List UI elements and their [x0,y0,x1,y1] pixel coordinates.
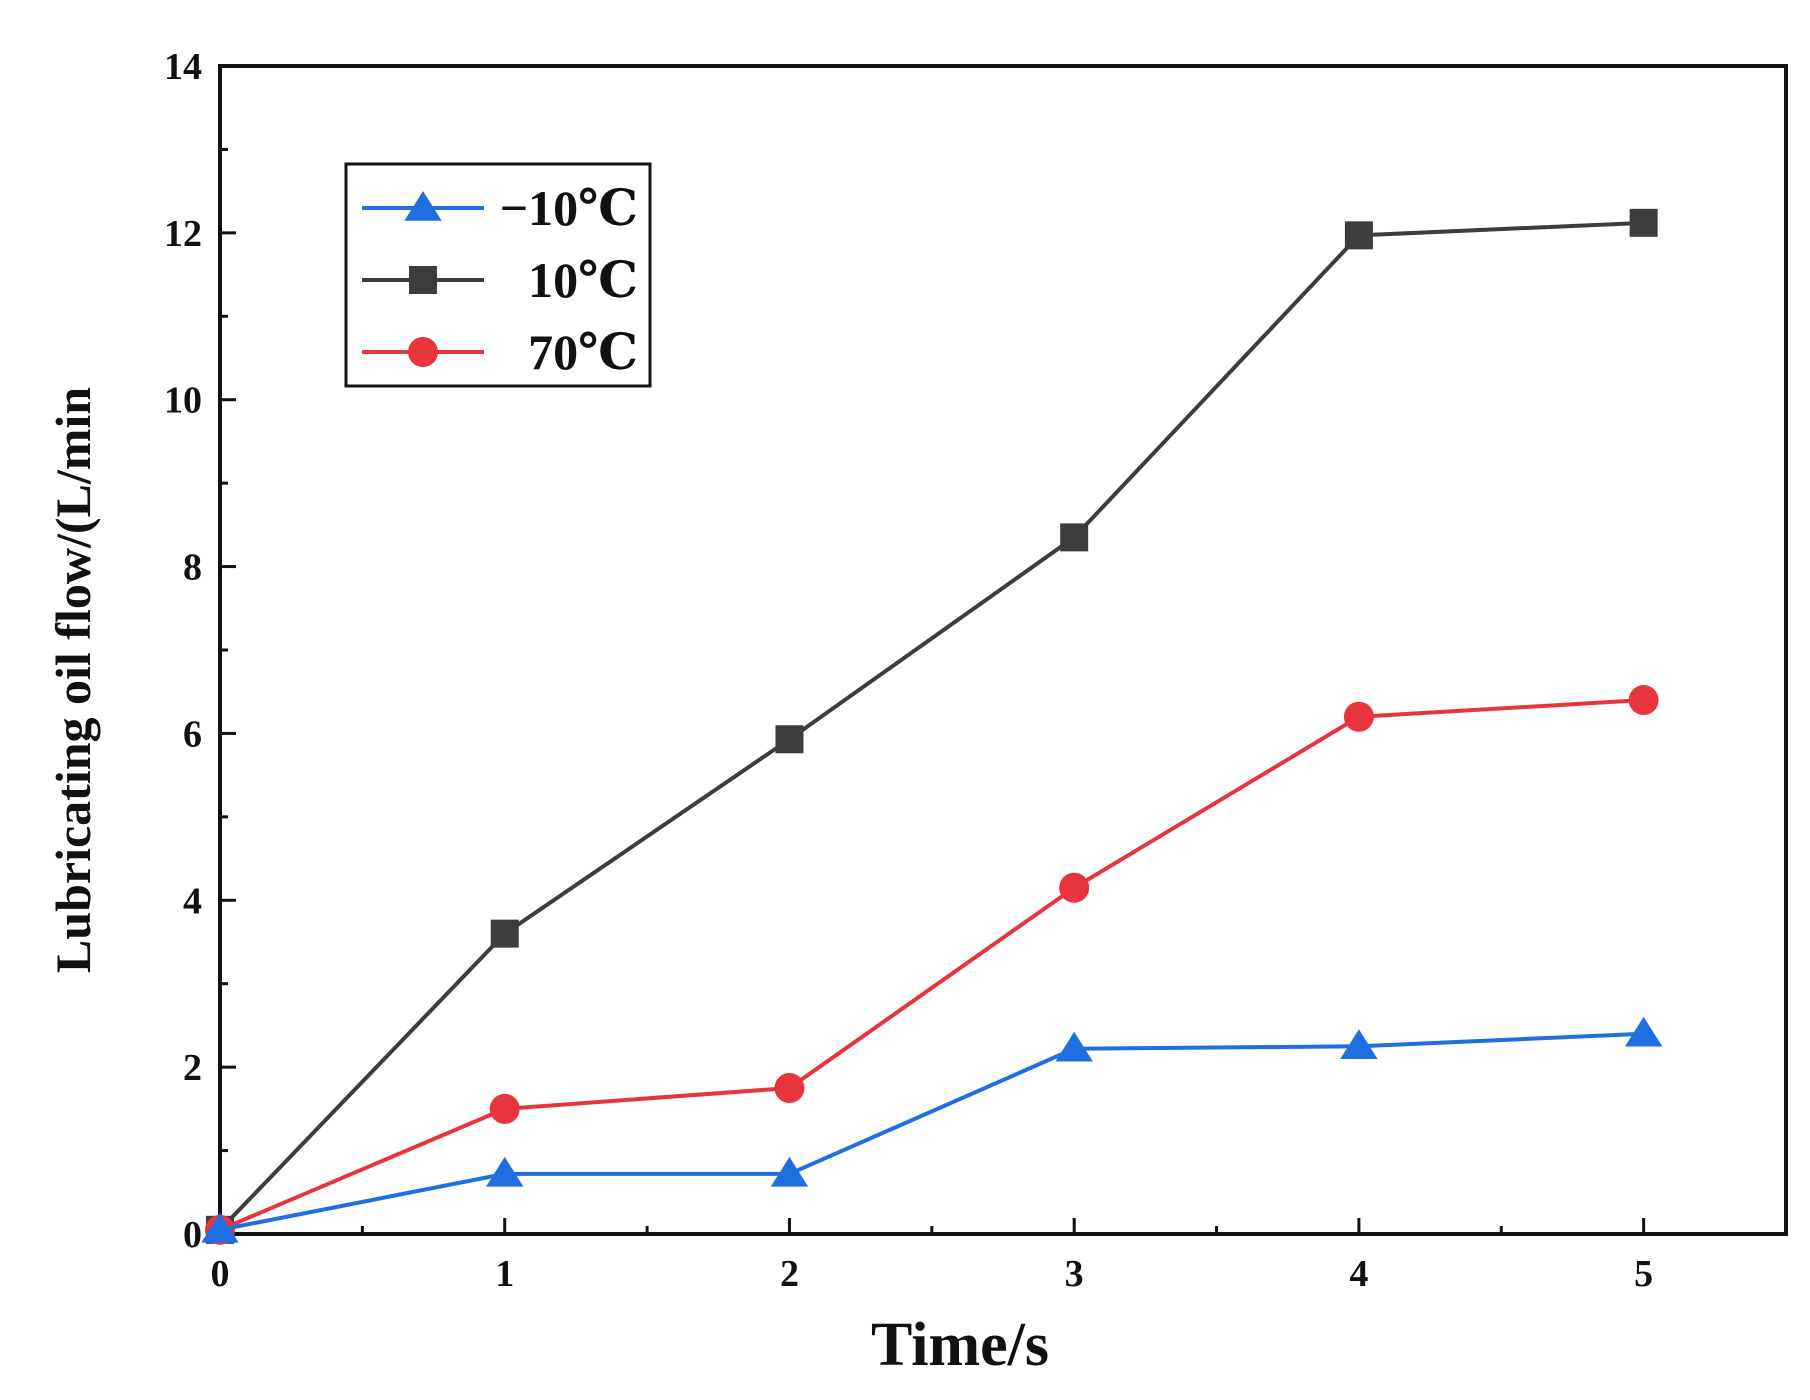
series-line [219,1031,1644,1232]
legend-marker [409,266,437,294]
data-point [1628,685,1659,716]
x-tick-label: 3 [1065,1253,1084,1295]
x-tick-label: 5 [1634,1253,1653,1295]
legend-item: 70℃ [362,324,638,380]
data-point [775,725,804,754]
legend-label: −10℃ [500,180,638,236]
y-tick-label: 14 [164,46,202,88]
data-point [1060,523,1089,552]
legend: −10℃ 10℃ 70℃ [344,162,652,388]
data-point [1629,208,1658,237]
x-tick-label: 1 [495,1253,514,1295]
data-point [201,1212,239,1243]
x-axis-title: Time/s [871,1311,1049,1379]
legend-marker [408,337,438,367]
legend-box [344,162,652,388]
y-axis-title: Lubricating oil flow/(L/min [45,387,101,973]
x-tick-label: 0 [211,1253,230,1295]
y-tick-label: 4 [183,880,202,922]
y-tick-label: 6 [183,713,202,755]
data-point [489,1093,520,1124]
x-tick-label: 4 [1349,1253,1368,1295]
minor-ticks [220,147,1503,1234]
data-point [1624,1016,1663,1047]
legend-label: 10℃ [528,252,638,308]
data-point [1344,221,1373,250]
legend-item: 10℃ [362,252,638,308]
data-point [490,919,519,948]
data-point [1055,1031,1093,1062]
series-triangle [201,1016,1663,1243]
y-axis-ticks: 0 2 4 6 8 10 12 14 [164,46,236,1256]
legend-marker [404,191,442,221]
series-line [218,220,1644,1232]
y-tick-label: 8 [183,547,202,589]
y-tick-label: 10 [164,380,202,422]
x-tick-label: 2 [780,1253,799,1295]
data-point [1343,701,1374,732]
y-tick-label: 0 [183,1214,202,1256]
legend-item: −10℃ [362,180,638,236]
y-tick-label: 12 [164,213,202,255]
series-line [219,698,1644,1232]
data-point [486,1156,524,1187]
data-point [1059,872,1090,903]
series-layer [201,208,1663,1245]
series-circle [205,685,1659,1245]
data-point [770,1156,809,1187]
data-point [1340,1029,1378,1060]
data-point [774,1073,805,1103]
y-tick-label: 2 [183,1047,202,1089]
legend-label: 70℃ [528,324,638,380]
